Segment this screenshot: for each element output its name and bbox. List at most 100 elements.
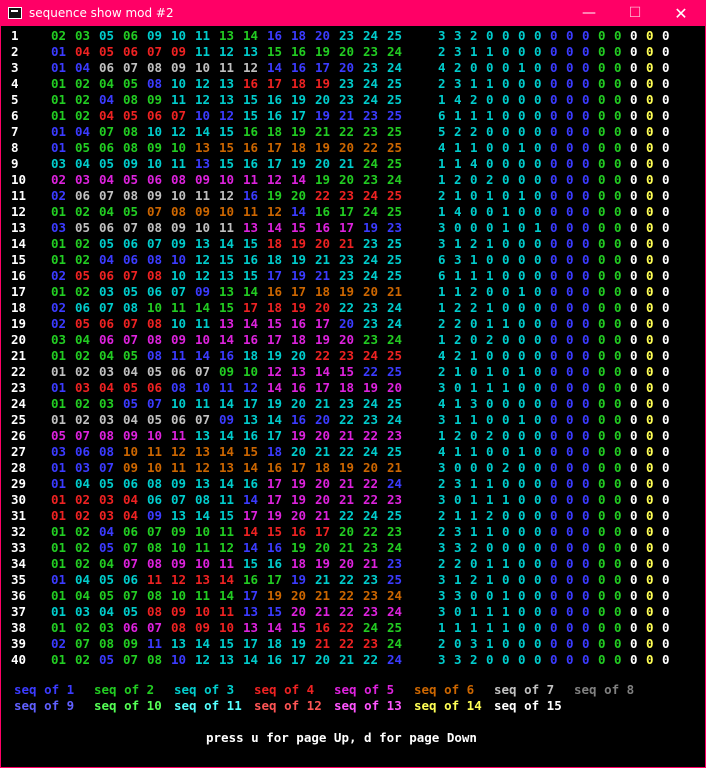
- sequence-number: 19: [291, 492, 307, 507]
- table-row: 17 01 02 03 05 06 07 09 13 14 16 17 18 19 20 21 1 1 2 0 0 1 0 0…: [11, 284, 691, 300]
- sequence-number: 02: [75, 540, 91, 555]
- sequence-number: 09: [147, 140, 163, 155]
- sequence-count: 2: [486, 428, 494, 443]
- legend-item: seq of 9: [14, 698, 75, 713]
- sequence-count: 0: [630, 412, 638, 427]
- sequence-count: 0: [534, 540, 542, 555]
- table-row: 35 01 04 05 06 11 12 13 14 16 17 19 21 22 23 25 3 1 2 1 0 0 0 0…: [11, 572, 691, 588]
- sequence-number: 01: [51, 348, 67, 363]
- sequence-number: 04: [123, 412, 139, 427]
- sequence-number: 14: [219, 588, 235, 603]
- row-number: 17: [11, 284, 27, 299]
- sequence-count: 2: [470, 300, 478, 315]
- table-row: 27 03 06 08 10 11 12 13 14 15 18 20 21 22 24 25 4 1 1 0 0 1 0 0…: [11, 444, 691, 460]
- sequence-number: 22: [315, 348, 331, 363]
- sequence-number: 03: [51, 220, 67, 235]
- sequence-number: 06: [147, 284, 163, 299]
- sequence-count: 0: [582, 332, 590, 347]
- sequence-count: 1: [454, 188, 462, 203]
- table-row: 12 01 02 04 05 07 08 09 10 11 12 14 16 17 24 25 1 4 0 0 1 0 0 0…: [11, 204, 691, 220]
- sequence-count: 1: [438, 300, 446, 315]
- sequence-number: 04: [99, 92, 115, 107]
- sequence-count: 0: [566, 236, 574, 251]
- table-row: 32 01 02 04 06 07 09 10 11 14 15 16 17 20 22 23 2 3 1 1 0 0 0 0…: [11, 524, 691, 540]
- sequence-count: 0: [566, 540, 574, 555]
- close-button[interactable]: ✕: [674, 4, 688, 23]
- sequence-count: 0: [550, 236, 558, 251]
- sequence-count: 1: [502, 604, 510, 619]
- row-number: 15: [11, 252, 27, 267]
- sequence-count: 0: [502, 188, 510, 203]
- console-app-icon: [8, 7, 22, 19]
- sequence-number: 06: [99, 220, 115, 235]
- table-row: 28 01 03 07 09 10 11 12 13 14 16 17 18 19 20 21 3 0 0 0 2 0 0 0…: [11, 460, 691, 476]
- sequence-count: 1: [454, 412, 462, 427]
- sequence-count: 0: [630, 76, 638, 91]
- sequence-number: 12: [171, 444, 187, 459]
- sequence-number: 20: [363, 284, 379, 299]
- sequence-number: 24: [363, 348, 379, 363]
- sequence-count: 0: [598, 476, 606, 491]
- sequence-count: 0: [534, 268, 542, 283]
- maximize-button[interactable]: ☐: [628, 5, 642, 21]
- sequence-count: 0: [534, 396, 542, 411]
- minimize-button[interactable]: —: [582, 5, 596, 21]
- sequence-count: 1: [502, 620, 510, 635]
- sequence-number: 17: [267, 492, 283, 507]
- sequence-count: 0: [550, 636, 558, 651]
- sequence-number: 24: [363, 204, 379, 219]
- sequence-count: 0: [598, 28, 606, 43]
- sequence-count: 0: [518, 204, 526, 219]
- sequence-count: 0: [662, 348, 670, 363]
- sequence-number: 11: [171, 300, 187, 315]
- sequence-number: 09: [171, 524, 187, 539]
- sequence-count: 0: [486, 540, 494, 555]
- row-number: 7: [11, 124, 19, 139]
- sequence-number: 01: [51, 284, 67, 299]
- sequence-number: 08: [147, 476, 163, 491]
- sequence-count: 1: [486, 76, 494, 91]
- sequence-count: 1: [470, 524, 478, 539]
- sequence-number: 23: [363, 332, 379, 347]
- sequence-number: 14: [243, 460, 259, 475]
- sequence-number: 14: [219, 444, 235, 459]
- sequence-count: 0: [518, 428, 526, 443]
- sequence-number: 17: [243, 396, 259, 411]
- table-row: 20 03 04 06 07 08 09 10 14 16 17 18 19 20 23 24 1 2 0 2 0 0 0 0…: [11, 332, 691, 348]
- sequence-number: 07: [99, 460, 115, 475]
- sequence-number: 11: [147, 444, 163, 459]
- sequence-number: 09: [147, 92, 163, 107]
- sequence-count: 0: [614, 268, 622, 283]
- sequence-count: 0: [614, 44, 622, 59]
- sequence-count: 0: [646, 332, 654, 347]
- row-number: 3: [11, 60, 19, 75]
- sequence-number: 12: [219, 188, 235, 203]
- title-bar[interactable]: sequence show mod #2 — ☐ ✕: [1, 1, 705, 26]
- sequence-count: 0: [550, 604, 558, 619]
- sequence-number: 10: [195, 604, 211, 619]
- sequence-count: 0: [630, 220, 638, 235]
- sequence-count: 0: [534, 348, 542, 363]
- sequence-count: 0: [630, 636, 638, 651]
- sequence-number: 14: [195, 300, 211, 315]
- sequence-number: 18: [267, 300, 283, 315]
- sequence-number: 23: [339, 348, 355, 363]
- sequence-number: 01: [51, 412, 67, 427]
- sequence-number: 19: [291, 476, 307, 491]
- row-number: 9: [11, 156, 19, 171]
- sequence-count: 0: [582, 524, 590, 539]
- sequence-count: 0: [550, 300, 558, 315]
- sequence-number: 08: [171, 380, 187, 395]
- sequence-number: 12: [195, 652, 211, 667]
- sequence-count: 0: [662, 380, 670, 395]
- sequence-number: 12: [195, 76, 211, 91]
- sequence-number: 18: [267, 252, 283, 267]
- sequence-count: 0: [646, 492, 654, 507]
- sequence-count: 0: [662, 268, 670, 283]
- sequence-number: 12: [243, 380, 259, 395]
- sequence-number: 17: [267, 572, 283, 587]
- sequence-number: 17: [315, 316, 331, 331]
- sequence-count: 0: [646, 300, 654, 315]
- sequence-number: 20: [339, 316, 355, 331]
- sequence-count: 0: [614, 188, 622, 203]
